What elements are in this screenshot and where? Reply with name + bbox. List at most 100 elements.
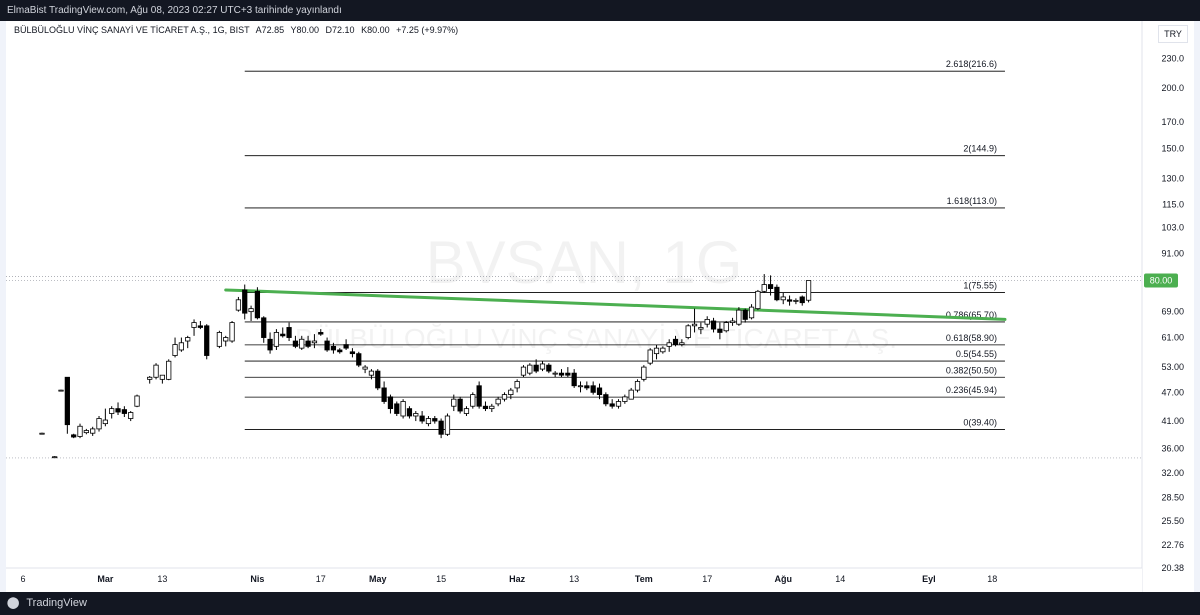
candle-body [52,456,58,459]
candle-body [729,320,736,323]
candle-body [596,387,603,396]
candle-body [216,332,223,347]
candle-body [761,284,767,292]
candle [565,367,571,378]
candle-body [83,430,89,434]
candle-body [128,412,134,419]
price-tick-label: 91.00 [1161,248,1184,258]
candle [774,284,780,302]
candle [438,418,444,439]
candle [533,359,539,374]
candle [330,342,337,354]
legend-low: D72.10 [325,25,355,35]
candle [609,399,615,409]
candle-body [159,374,165,380]
candle-body [508,389,514,396]
price-tick-label: 200.0 [1161,83,1184,93]
candle [615,399,622,409]
candle-body [666,342,672,347]
candle-body [457,398,463,412]
candle [457,396,463,414]
candle [147,376,153,384]
candle [489,403,495,413]
candle-body [571,372,577,387]
candle-body [58,389,64,392]
time-axis[interactable]: 6 Mar 13 Nis 17 May 15 Haz 13 Tem 17 Ağu 14 Eyl 18 [6,567,1142,592]
candle [178,337,184,352]
candle-body [501,394,508,400]
candle [704,316,710,328]
candle-body [419,415,425,422]
price-axis[interactable]: 260.0230.0200.0170.0150.0130.0115.0103.0… [1141,21,1194,592]
candle-body [653,347,660,355]
candle [254,287,261,320]
candle [742,308,748,323]
candle-body [799,296,805,304]
fib-level-label: 0.5(54.55) [956,349,997,359]
candle [558,369,565,378]
candle-body [191,322,197,328]
candle-body [660,347,666,353]
candle [444,413,451,436]
price-tick-label: 150.0 [1161,143,1184,153]
time-tick-label: May [369,574,387,584]
candle [685,324,691,340]
candle-body [736,309,742,325]
candle-body [514,381,520,389]
candle [267,332,273,354]
last-price-label: 80.00 [1150,276,1173,286]
candle [634,379,641,393]
candle-body [356,353,362,366]
candle-body [527,364,533,374]
price-tick-label: 130.0 [1161,173,1184,183]
candle [666,339,672,352]
candle-body [622,396,628,402]
candle-body [381,387,387,402]
currency-button[interactable]: TRY [1158,25,1188,43]
candle [261,316,267,343]
candle [451,394,457,412]
candle-body [723,322,729,332]
legend-close: K80.00 [361,25,390,35]
candle-body [286,327,292,338]
candle [311,334,318,349]
candle [539,361,546,372]
candle-body [489,405,495,410]
candle-body [628,389,634,400]
candle-body [476,385,482,407]
price-chart[interactable]: BVSAN, 1G BÜLBÜLOĞLU VİNÇ SANAYİ VE TİCA… [6,21,1194,592]
fib-level-label: 1.618(113.0) [947,196,997,206]
candle [134,394,140,408]
chart-frame[interactable]: BVSAN, 1G BÜLBÜLOĞLU VİNÇ SANAYİ VE TİCA… [6,21,1194,592]
candle-body [539,363,546,370]
time-axis-background [6,568,1142,592]
candle [286,322,292,342]
candle [280,327,286,338]
price-tick-label: 115.0 [1162,199,1184,209]
candle [394,401,400,416]
candle [780,292,786,305]
candle-body [204,325,210,356]
candle-body [248,308,254,313]
price-tick-label: 36.00 [1161,443,1184,453]
legend-open: A72.85 [255,25,285,35]
candle [406,406,413,419]
candle [362,365,368,374]
legend-symbol: BÜLBÜLOĞLU VİNÇ SANAYİ VE TİCARET A.Ş., … [14,25,250,35]
candle-body [343,344,349,349]
time-tick-label: 14 [835,574,845,584]
time-tick-label: 18 [987,574,997,584]
candle-body [717,328,723,333]
candle-body [698,327,704,330]
candle-body [77,425,83,437]
trendline-group[interactable] [224,288,1007,321]
candle [729,317,736,326]
candle [672,335,679,347]
price-tick-label: 22.76 [1161,540,1184,550]
candle-body [438,420,444,435]
candle-body [311,340,318,344]
candle [584,381,590,391]
candle [159,374,165,384]
candle-body [185,337,191,342]
candle [799,295,805,306]
